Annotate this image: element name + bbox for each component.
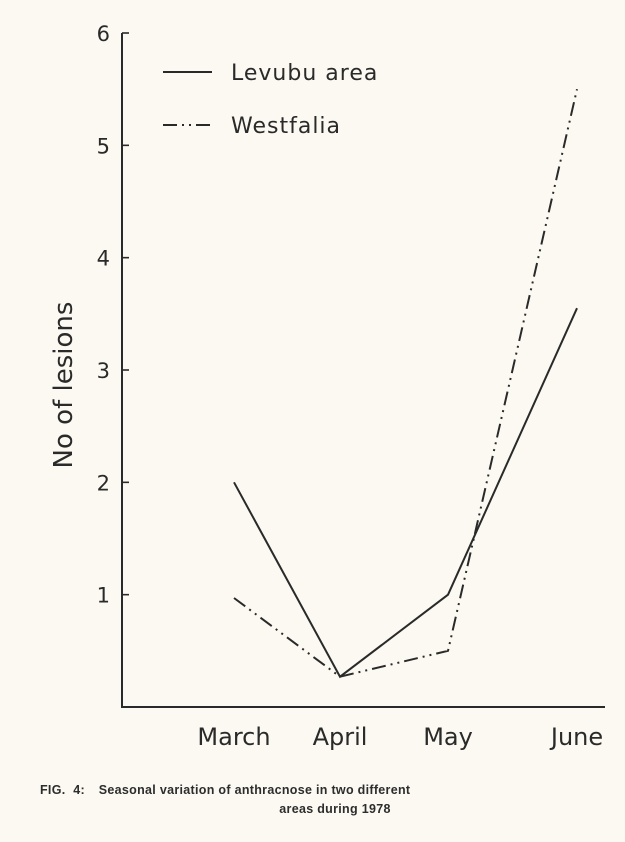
series-lines: [233, 88, 578, 679]
x-categories: March April May June: [197, 723, 603, 751]
chart: 1 2 3 4 5 6 March April May June Levubu area West…: [49, 22, 605, 751]
series-line-1: [233, 307, 578, 679]
series-line-2: [233, 88, 578, 678]
chart-svg: 1 2 3 4 5 6 March April May June Levubu area West…: [49, 22, 605, 751]
axis-lines: [121, 33, 605, 708]
caption-line-2: areas during 1978: [279, 802, 391, 816]
y-tick-label-6: 6: [97, 22, 110, 46]
y-tick-label-4: 4: [97, 247, 110, 271]
legend-label-1: Levubu area: [231, 61, 378, 86]
y-tick-label-1: 1: [97, 584, 110, 608]
x-category-march: March: [197, 723, 270, 751]
legend-label-2: Westfalia: [231, 114, 341, 139]
y-axis-label: No of lesions: [49, 302, 79, 469]
axes: [121, 33, 605, 708]
x-category-may: May: [423, 723, 473, 751]
y-ticks: 1 2 3 4 5 6: [97, 22, 129, 608]
y-tick-label-5: 5: [97, 134, 110, 158]
x-category-june: June: [549, 723, 603, 751]
y-tick-label-3: 3: [97, 359, 110, 383]
y-tick-label-2: 2: [97, 471, 110, 495]
caption-text-1: Seasonal variation of anthracnose in two…: [98, 783, 411, 797]
x-category-april: April: [313, 723, 368, 751]
figure-label: FIG. 4:: [40, 783, 85, 797]
figure-caption: FIG. 4: Seasonal variation of anthracnos…: [40, 781, 600, 819]
legend: Levubu area Westfalia: [163, 61, 378, 139]
caption-line-1: FIG. 4: Seasonal variation of anthracnos…: [40, 781, 600, 800]
